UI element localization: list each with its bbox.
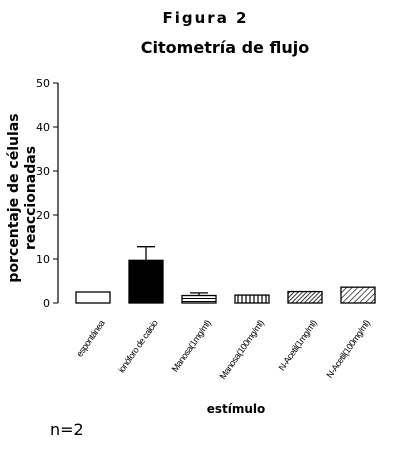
y-tick-label: 50 — [36, 77, 50, 90]
y-tick-label: 0 — [43, 297, 50, 310]
bar-3 — [181, 294, 217, 304]
bar-5 — [287, 290, 323, 304]
x-tick-label: N-Acetil(100mg/ml) — [324, 318, 371, 380]
chart-title: Citometría de flujo — [140, 38, 310, 57]
y-tick-label: 20 — [36, 209, 50, 222]
y-tick-label: 40 — [36, 121, 50, 134]
bar-4 — [234, 294, 270, 304]
y-axis: 0 10 20 30 40 50 — [36, 77, 59, 310]
bars — [75, 246, 376, 304]
y-tick-label: 10 — [36, 253, 50, 266]
figure-label: Figura 2 — [162, 9, 249, 27]
bar-2 — [128, 259, 164, 304]
x-tick-label: Manosa(1mg/ml) — [170, 318, 213, 374]
bar-1 — [75, 291, 111, 304]
y-axis-label-line-1: porcentaje de células — [6, 113, 22, 282]
sample-size-note: n=2 — [50, 420, 84, 439]
y-tick-label: 30 — [36, 165, 50, 178]
bar-6 — [340, 286, 376, 304]
x-tick-labels: espontánea ionóforo de calcio Manosa(1mg/m… — [74, 318, 372, 381]
x-tick-label: ionóforo de calcio — [116, 318, 160, 375]
x-tick-label: N-Acetil(1mg/ml) — [277, 318, 319, 372]
y-axis-label-line-2: reaccionadas — [23, 146, 39, 250]
x-tick-label: Manosa(100mg/ml) — [218, 318, 266, 381]
x-axis-label: estímulo — [207, 402, 266, 416]
x-tick-label: espontánea — [74, 318, 107, 359]
